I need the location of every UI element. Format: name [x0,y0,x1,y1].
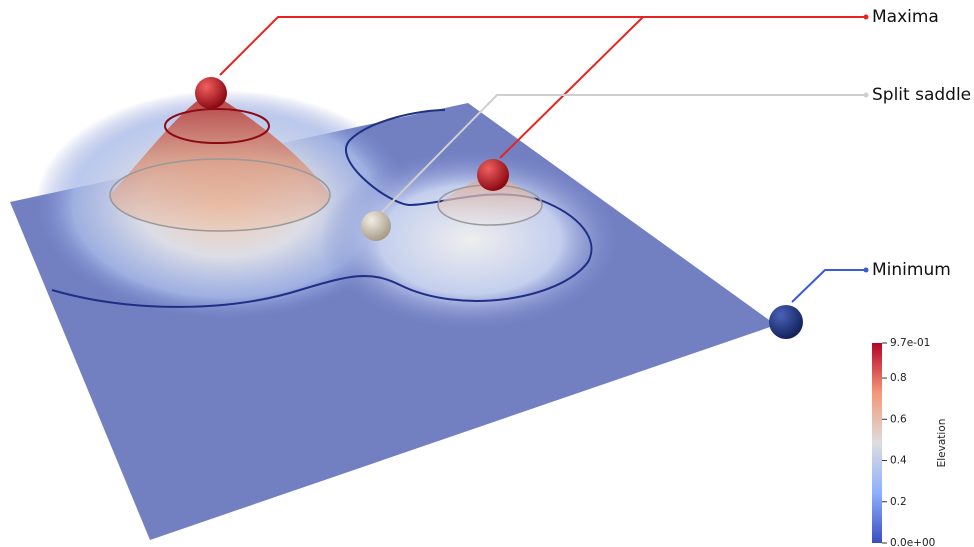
colorbar-tick-label: 0.0e+00 [890,537,935,547]
isosurface-ring [109,158,331,232]
maximum-sphere [477,159,509,191]
isosurface-ring [164,108,270,144]
minimum-sphere [769,305,803,339]
leader-line [219,16,866,76]
peak-surface [110,92,330,231]
colorbar-tick-label: 0.6 [890,413,907,425]
colorbar-tick-label: 0.2 [890,496,907,508]
hill-glow [320,150,620,330]
maximum-sphere [195,77,227,109]
annotation-label: Maxima [872,7,939,27]
colorbar-tick-label: 9.7e-01 [890,337,930,349]
leader-line [499,16,644,159]
colorbar-tick-label: 0.8 [890,372,907,384]
annotation-label: Split saddle [872,85,971,105]
colorbar [872,343,882,543]
contour-line [51,109,593,308]
leader-line [791,269,866,303]
leader-end [863,92,869,98]
colorbar-tick-label: 0.4 [890,455,907,467]
annotation-label: Minimum [872,260,951,280]
leader-end [863,267,869,273]
saddle-sphere [361,211,391,241]
colorbar-title: Elevation [936,419,948,468]
leader-end [863,14,869,20]
leader-line [381,94,866,213]
